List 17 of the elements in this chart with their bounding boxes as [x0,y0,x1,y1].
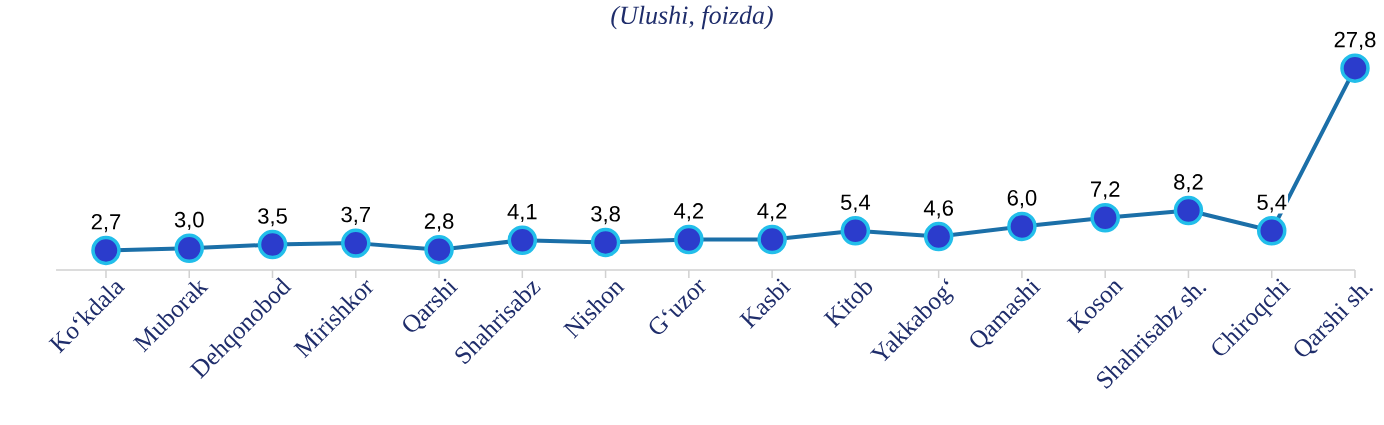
data-label: 2,8 [424,213,454,232]
data-label: 3,5 [258,208,287,227]
data-label: 3,7 [341,206,370,225]
data-label: 3,8 [591,206,620,225]
data-label: 7,2 [1091,181,1120,200]
data-label: 4,2 [674,203,704,222]
data-label: 8,2 [1174,174,1203,193]
data-label: 6,0 [1007,190,1037,209]
chart-title: (Ulushi, foizda) [611,5,773,30]
data-label: 27,8 [1334,31,1376,50]
data-label: 5,4 [840,194,871,213]
data-label: 5,4 [1257,194,1287,213]
data-label: 3,0 [174,211,204,230]
data-label: 4,6 [923,200,953,219]
data-label: 4,2 [757,203,787,222]
data-label: 2,7 [91,214,121,233]
data-label: 4,1 [507,204,537,223]
